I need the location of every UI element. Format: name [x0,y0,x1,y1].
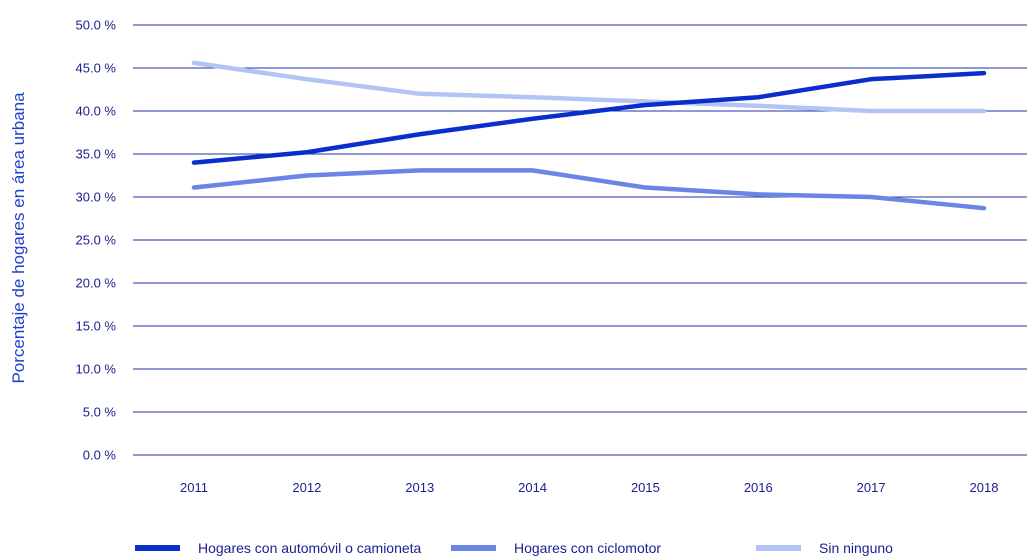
y-axis-ticks: 0.0 % 5.0 % 10.0 % 15.0 % 20.0 % 25.0 % 30.0 %… [76,18,117,463]
y-tick-label: 40.0 % [76,104,117,119]
legend-label: Hogares con ciclomotor [514,540,661,556]
x-tick-label: 2012 [292,480,321,495]
y-tick-label: 15.0 % [76,319,117,334]
y-tick-label: 35.0 % [76,147,117,162]
series-line-2 [191,168,987,211]
y-tick-label: 25.0 % [76,233,117,248]
y-tick-label: 45.0 % [76,61,117,76]
y-tick-label: 20.0 % [76,276,117,291]
legend-label: Sin ninguno [819,540,893,556]
y-tick-label: 5.0 % [83,405,117,420]
gridlines [133,24,1027,456]
y-axis-label: Porcentaje de hogares en área urbana [9,92,28,384]
legend: Hogares con automóvil o camioneta Hogares… [135,540,893,556]
y-tick-label: 0.0 % [83,448,117,463]
x-tick-label: 2013 [405,480,434,495]
series-lines [191,60,987,211]
y-tick-label: 50.0 % [76,18,117,33]
series-line-1 [191,70,987,165]
x-tick-label: 2011 [180,480,208,495]
x-tick-label: 2015 [631,480,660,495]
series-line-3 [191,60,987,114]
x-tick-label: 2017 [857,480,886,495]
y-tick-label: 30.0 % [76,190,117,205]
x-tick-label: 2018 [970,480,999,495]
y-tick-label: 10.0 % [76,362,117,377]
x-axis-ticks: 2011 2012 2013 2014 2015 2016 2017 2018 [180,480,998,495]
legend-label: Hogares con automóvil o camioneta [198,540,422,556]
x-tick-label: 2014 [518,480,547,495]
x-tick-label: 2016 [744,480,773,495]
